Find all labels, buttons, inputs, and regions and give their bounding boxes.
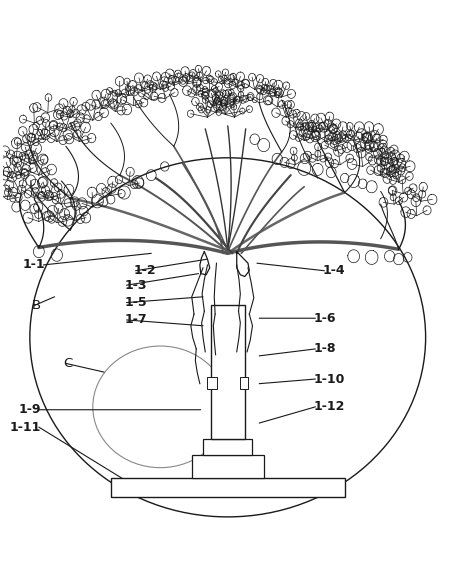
Bar: [192, 456, 264, 477]
Text: C: C: [64, 357, 73, 370]
Text: 1-8: 1-8: [313, 342, 336, 356]
Text: 1-9: 1-9: [19, 403, 41, 416]
Bar: [240, 377, 248, 389]
Text: 1-6: 1-6: [313, 312, 336, 325]
Text: 1-4: 1-4: [322, 264, 345, 277]
Text: 1-10: 1-10: [313, 372, 345, 385]
Text: 1-1: 1-1: [23, 258, 45, 271]
Text: 1-5: 1-5: [124, 296, 147, 309]
Text: B: B: [32, 299, 41, 312]
Text: 1-2: 1-2: [133, 264, 156, 277]
Text: 1-12: 1-12: [313, 400, 345, 413]
Bar: [211, 306, 245, 439]
Text: 1-11: 1-11: [10, 421, 41, 434]
Bar: [207, 377, 217, 389]
Bar: [111, 477, 345, 496]
Text: 1-3: 1-3: [124, 279, 147, 292]
Bar: [203, 439, 252, 456]
Text: 1-7: 1-7: [124, 314, 147, 327]
